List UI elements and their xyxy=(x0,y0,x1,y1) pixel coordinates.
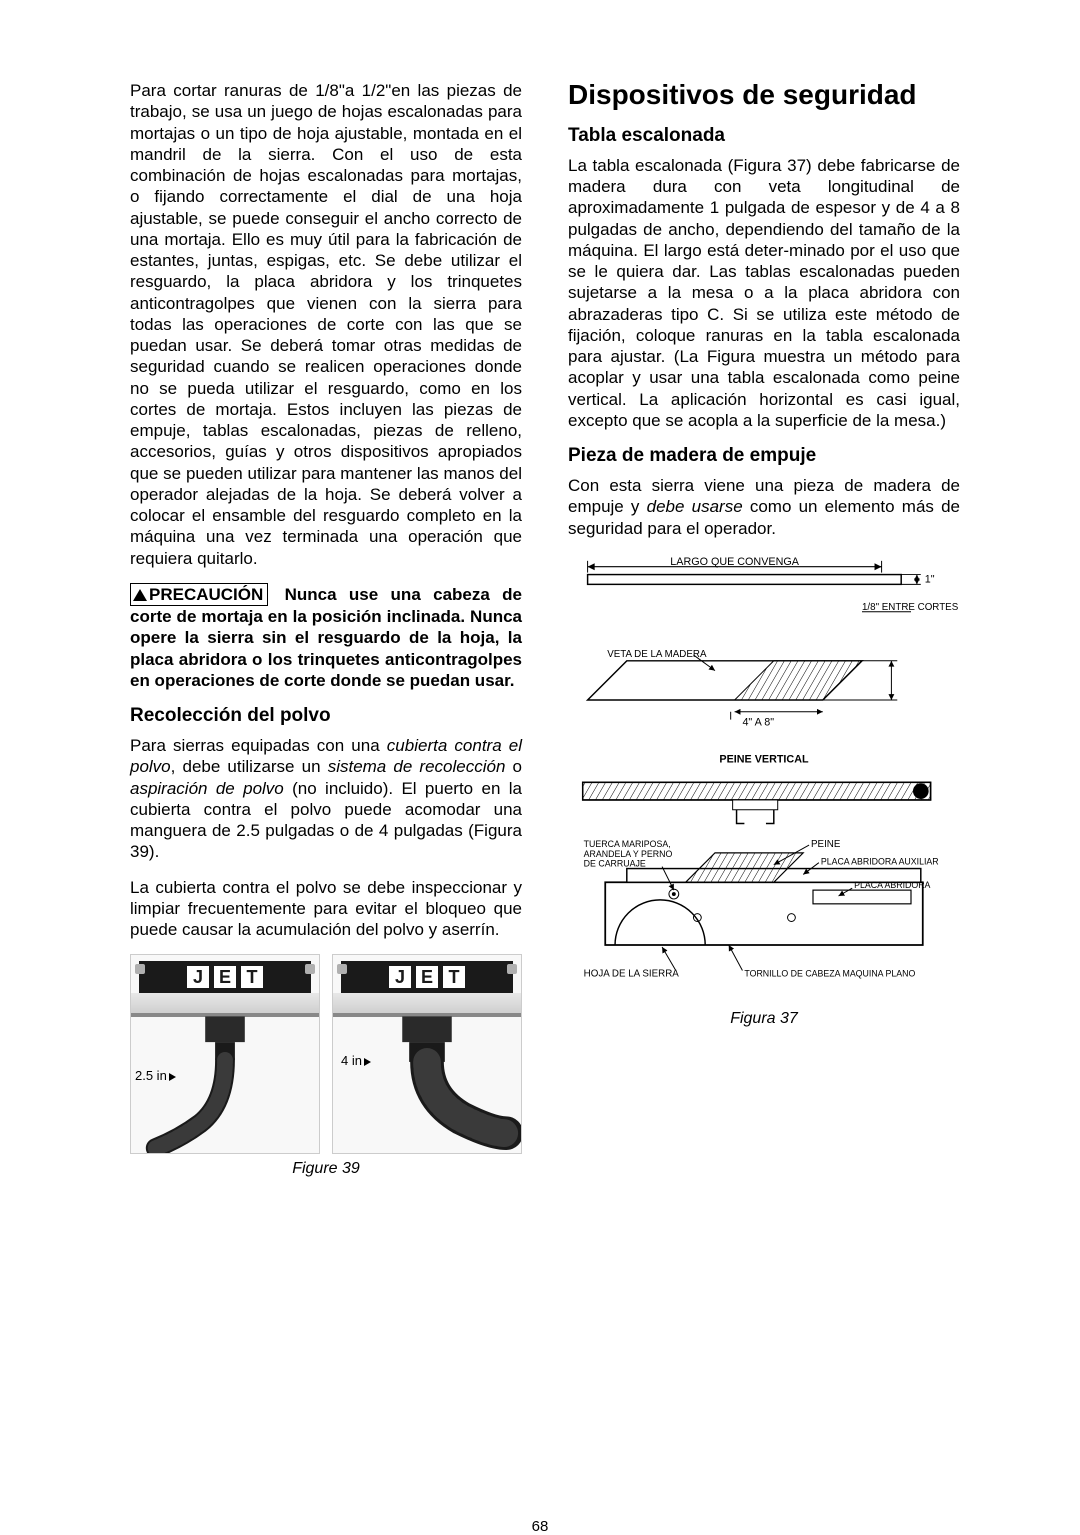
txt: , debe utilizarse un xyxy=(171,757,328,776)
figure-37-svg: LARGO QUE CONVENGA 1" 1/8" ENTRE CORTES … xyxy=(568,553,960,1004)
figure-39-right-panel: J E T 4 in xyxy=(332,954,522,1154)
intro-paragraph: Para cortar ranuras de 1/8"a 1/2"en las … xyxy=(130,80,522,569)
caution-box: PRECAUCIÓN xyxy=(130,583,268,606)
warning-triangle-icon xyxy=(133,589,147,601)
label-1in: 1" xyxy=(925,573,935,585)
label-placa: PLACA ABRIDORA xyxy=(854,880,930,890)
dust-collection-heading: Recolección del polvo xyxy=(130,705,522,727)
push-stick-paragraph: Con esta sierra viene una pieza de mader… xyxy=(568,475,960,539)
dust-paragraph-1: Para sierras equipadas con una cubierta … xyxy=(130,735,522,863)
caution-label: PRECAUCIÓN xyxy=(149,585,263,604)
figure-39-left-panel: J E T 2.5 in xyxy=(130,954,320,1154)
label-text: 4 in xyxy=(341,1053,362,1068)
txt-italic: debe usarse xyxy=(647,497,743,516)
figure-37-caption: Figura 37 xyxy=(568,1010,960,1028)
page-number: 68 xyxy=(0,1518,1080,1535)
featherboard-heading: Tabla escalonada xyxy=(568,125,960,147)
featherboard-paragraph: La tabla escalonada (Figura 37) debe fab… xyxy=(568,155,960,431)
hose-label-4: 4 in xyxy=(341,1053,371,1068)
label-largo: LARGO QUE CONVENGA xyxy=(670,556,799,568)
txt: Para sierras equipadas con una xyxy=(130,736,387,755)
hose-25-diagram xyxy=(131,955,319,1153)
arrow-right-icon xyxy=(364,1058,371,1066)
label-placa-aux: PLACA ABRIDORA AUXILIAR xyxy=(821,856,939,866)
dust-paragraph-2: La cubierta contra el polvo se debe insp… xyxy=(130,877,522,941)
label-veta: VETA DE LA MADERA xyxy=(607,649,707,660)
label-tornillo: TORNILLO DE CABEZA MAQUINA PLANO xyxy=(744,968,915,978)
figure-37: LARGO QUE CONVENGA 1" 1/8" ENTRE CORTES … xyxy=(568,553,960,1028)
safety-devices-heading: Dispositivos de seguridad xyxy=(568,80,960,111)
figure-39-caption: Figure 39 xyxy=(130,1160,522,1178)
label-tuerca-3: DE CARRUAJE xyxy=(584,858,646,868)
figure-39: J E T 2.5 in J E T xyxy=(130,954,522,1154)
page: Para cortar ranuras de 1/8"a 1/2"en las … xyxy=(0,0,1080,1218)
txt: o xyxy=(505,757,522,776)
txt-italic: aspiración de polvo xyxy=(130,779,284,798)
label-tuerca-1: TUERCA MARIPOSA, xyxy=(584,839,671,849)
caution-paragraph: PRECAUCIÓN Nunca use una cabeza de corte… xyxy=(130,583,522,691)
label-peine-vert: PEINE VERTICAL xyxy=(719,754,809,766)
label-text: 2.5 in xyxy=(135,1068,167,1083)
label-tuerca-2: ARANDELA Y PERNO xyxy=(584,849,673,859)
push-stick-heading: Pieza de madera de empuje xyxy=(568,445,960,467)
txt-italic: sistema de recolección xyxy=(328,757,506,776)
label-between-cuts: 1/8" ENTRE CORTES xyxy=(862,602,959,613)
right-column: Dispositivos de seguridad Tabla escalona… xyxy=(568,80,960,1178)
left-column: Para cortar ranuras de 1/8"a 1/2"en las … xyxy=(130,80,522,1178)
hose-label-25: 2.5 in xyxy=(135,1068,176,1083)
label-range: 4" A 8" xyxy=(742,716,774,728)
label-peine: PEINE xyxy=(811,839,841,850)
arrow-right-icon xyxy=(169,1073,176,1081)
label-hoja: HOJA DE LA SIERRA xyxy=(584,968,680,979)
